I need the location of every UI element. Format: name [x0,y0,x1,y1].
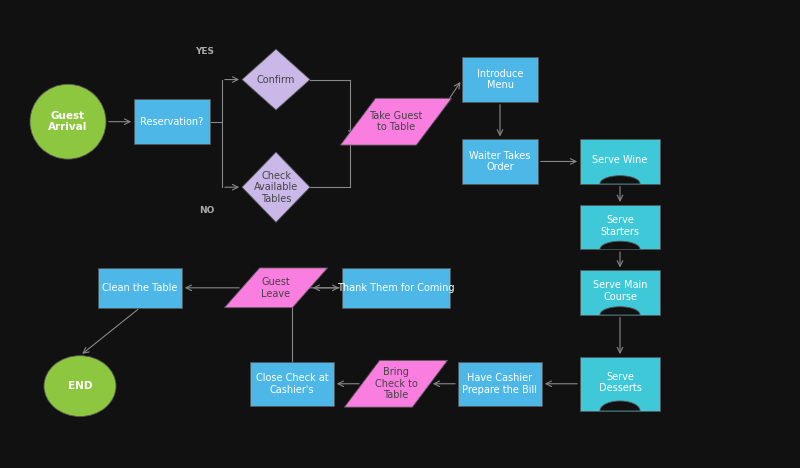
FancyBboxPatch shape [462,58,538,102]
Text: Guest
Arrival: Guest Arrival [48,111,88,132]
Text: Reservation?: Reservation? [140,117,204,127]
Text: Introduce
Menu: Introduce Menu [477,69,523,90]
Text: Serve Wine: Serve Wine [592,155,648,165]
Ellipse shape [44,356,116,417]
Text: Guest
Leave: Guest Leave [262,277,290,299]
FancyBboxPatch shape [580,139,660,183]
Polygon shape [580,401,660,411]
Text: Serve Main
Course: Serve Main Course [593,280,647,302]
Polygon shape [242,49,310,110]
FancyBboxPatch shape [250,361,334,406]
Polygon shape [580,307,660,314]
Polygon shape [224,268,328,308]
FancyBboxPatch shape [342,268,450,308]
Text: Thank Them for Coming: Thank Them for Coming [338,283,454,293]
Text: Clean the Table: Clean the Table [102,283,178,293]
Text: YES: YES [195,47,214,56]
Text: Waiter Takes
Order: Waiter Takes Order [470,151,530,172]
Text: NO: NO [198,206,214,215]
Text: Serve
Desserts: Serve Desserts [598,372,642,393]
Polygon shape [344,360,448,407]
FancyBboxPatch shape [98,268,182,308]
FancyBboxPatch shape [134,99,210,144]
Text: Take Guest
to Table: Take Guest to Table [370,111,422,132]
Text: Bring
Check to
Table: Bring Check to Table [374,367,418,400]
Polygon shape [580,176,660,183]
Polygon shape [242,152,310,222]
FancyBboxPatch shape [462,139,538,183]
Text: Have Cashier
Prepare the Bill: Have Cashier Prepare the Bill [462,373,538,395]
FancyBboxPatch shape [580,205,660,249]
Text: END: END [68,381,92,391]
FancyBboxPatch shape [458,361,542,406]
Text: Confirm: Confirm [257,74,295,85]
Ellipse shape [30,84,106,159]
Text: Serve
Starters: Serve Starters [601,215,639,237]
FancyBboxPatch shape [580,357,660,411]
Polygon shape [341,98,451,145]
Text: Check
Available
Tables: Check Available Tables [254,171,298,204]
Polygon shape [580,241,660,249]
FancyBboxPatch shape [580,270,660,314]
Text: Close Check at
Cashier's: Close Check at Cashier's [256,373,328,395]
